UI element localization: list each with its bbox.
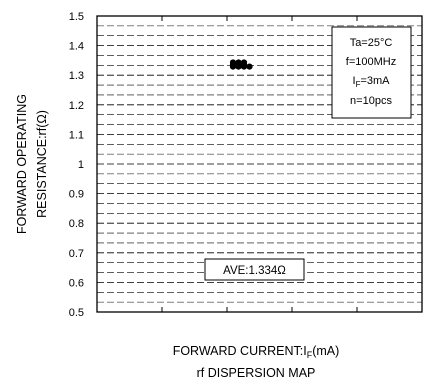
y-tick-label: 1.1 xyxy=(69,129,84,141)
y-tick-label: 1.2 xyxy=(69,100,84,112)
conditions-box: Ta=25°C f=100MHz IF=3mA n=10pcs xyxy=(331,26,412,119)
y-tick-label: 0.9 xyxy=(69,189,84,201)
y-axis-title-line-2: RESISTANCE:rf(Ω) xyxy=(35,110,49,218)
condition-sample-count: n=10pcs xyxy=(350,95,392,107)
y-tick-label: 0.7 xyxy=(69,248,84,260)
data-point xyxy=(229,63,237,70)
data-point xyxy=(235,63,242,70)
condition-frequency: f=100MHz xyxy=(346,56,396,68)
data-point xyxy=(246,63,253,70)
x-axis-title: FORWARD CURRENT:IF(mA) xyxy=(173,344,340,360)
chart-caption: rf DISPERSION MAP xyxy=(197,366,316,380)
condition-temperature: Ta=25°C xyxy=(350,37,393,49)
y-tick-label: 1.3 xyxy=(69,70,84,82)
condition-forward-current: IF=3mA xyxy=(353,75,391,89)
data-points xyxy=(229,59,253,70)
y-axis-title-line-1: FORWARD OPERATING xyxy=(15,94,29,234)
y-tick-label: 0.8 xyxy=(69,218,84,230)
y-tick-labels: 0.5 0.6 0.7 0.8 0.9 1 1.1 1.2 1.3 1.4 1.5 xyxy=(69,11,84,319)
y-tick-label: 0.5 xyxy=(69,307,84,319)
average-label: AVE:1.334Ω xyxy=(223,265,286,277)
y-tick-label: 1.4 xyxy=(69,41,84,53)
y-tick-label: 1.5 xyxy=(69,11,84,23)
data-point xyxy=(240,63,248,70)
average-box: AVE:1.334Ω xyxy=(204,258,305,281)
y-tick-label: 1 xyxy=(78,159,84,171)
plot-frame xyxy=(96,15,423,313)
y-tick-label: 0.6 xyxy=(69,277,84,289)
